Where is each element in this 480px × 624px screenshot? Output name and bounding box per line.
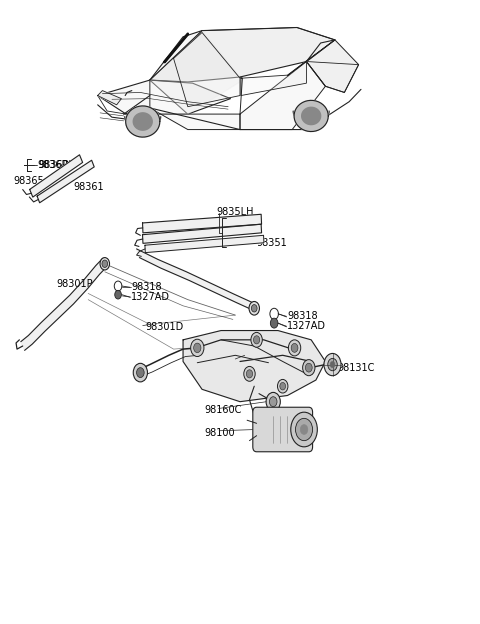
Circle shape	[114, 281, 122, 291]
Text: 98318: 98318	[131, 282, 161, 292]
Text: 98200: 98200	[235, 354, 266, 364]
Polygon shape	[145, 235, 264, 253]
Circle shape	[270, 308, 278, 319]
Text: 98160C: 98160C	[204, 405, 242, 415]
Circle shape	[253, 336, 260, 344]
FancyBboxPatch shape	[253, 407, 312, 452]
Text: 1327AD: 1327AD	[131, 292, 170, 302]
Polygon shape	[30, 155, 83, 197]
Text: 98361: 98361	[73, 182, 104, 192]
Polygon shape	[150, 31, 240, 114]
Polygon shape	[299, 111, 324, 121]
Polygon shape	[143, 224, 262, 243]
Circle shape	[249, 301, 260, 315]
Circle shape	[302, 359, 315, 376]
Circle shape	[296, 418, 312, 441]
Text: 98351: 98351	[257, 238, 288, 248]
Circle shape	[330, 361, 335, 368]
Text: 98301P: 98301P	[56, 279, 93, 289]
Polygon shape	[21, 258, 107, 350]
Circle shape	[324, 353, 341, 376]
Text: 98301D: 98301D	[145, 323, 183, 333]
Polygon shape	[143, 214, 262, 233]
Circle shape	[133, 363, 147, 382]
Polygon shape	[125, 117, 161, 130]
Text: 98355: 98355	[167, 227, 197, 236]
Polygon shape	[293, 111, 329, 125]
Circle shape	[102, 260, 108, 268]
Polygon shape	[150, 80, 240, 130]
Polygon shape	[240, 62, 325, 130]
Text: 98131C: 98131C	[337, 363, 374, 373]
Text: 98365: 98365	[13, 176, 44, 186]
Circle shape	[277, 379, 288, 393]
Polygon shape	[174, 32, 240, 107]
Polygon shape	[306, 40, 359, 92]
Polygon shape	[37, 160, 94, 203]
Polygon shape	[97, 90, 121, 105]
Polygon shape	[294, 100, 328, 132]
Circle shape	[244, 366, 255, 381]
Circle shape	[252, 305, 257, 312]
Circle shape	[137, 368, 144, 378]
Polygon shape	[288, 40, 335, 76]
Circle shape	[305, 363, 312, 372]
Text: 9835LH: 9835LH	[216, 207, 254, 217]
Text: 1327AD: 1327AD	[288, 321, 326, 331]
Circle shape	[251, 333, 262, 347]
Text: 9836RH: 9836RH	[37, 160, 76, 170]
Circle shape	[269, 397, 277, 407]
Polygon shape	[302, 107, 321, 125]
Circle shape	[291, 343, 298, 353]
Circle shape	[115, 290, 121, 299]
Polygon shape	[126, 106, 160, 137]
Circle shape	[266, 392, 280, 411]
Circle shape	[291, 412, 317, 447]
Polygon shape	[97, 80, 230, 114]
Circle shape	[300, 424, 308, 434]
Polygon shape	[130, 117, 156, 127]
Text: 98318: 98318	[288, 311, 318, 321]
Polygon shape	[137, 249, 256, 311]
Circle shape	[193, 343, 201, 353]
Circle shape	[270, 318, 278, 328]
Circle shape	[280, 383, 286, 390]
Circle shape	[328, 358, 337, 371]
Polygon shape	[241, 61, 306, 95]
Circle shape	[100, 258, 109, 270]
Circle shape	[246, 370, 252, 378]
Circle shape	[191, 339, 204, 356]
Text: 98100: 98100	[204, 427, 235, 437]
Circle shape	[288, 340, 301, 356]
Polygon shape	[133, 113, 152, 130]
Polygon shape	[150, 27, 335, 82]
Polygon shape	[183, 331, 325, 402]
Text: 9836RH: 9836RH	[38, 160, 77, 170]
